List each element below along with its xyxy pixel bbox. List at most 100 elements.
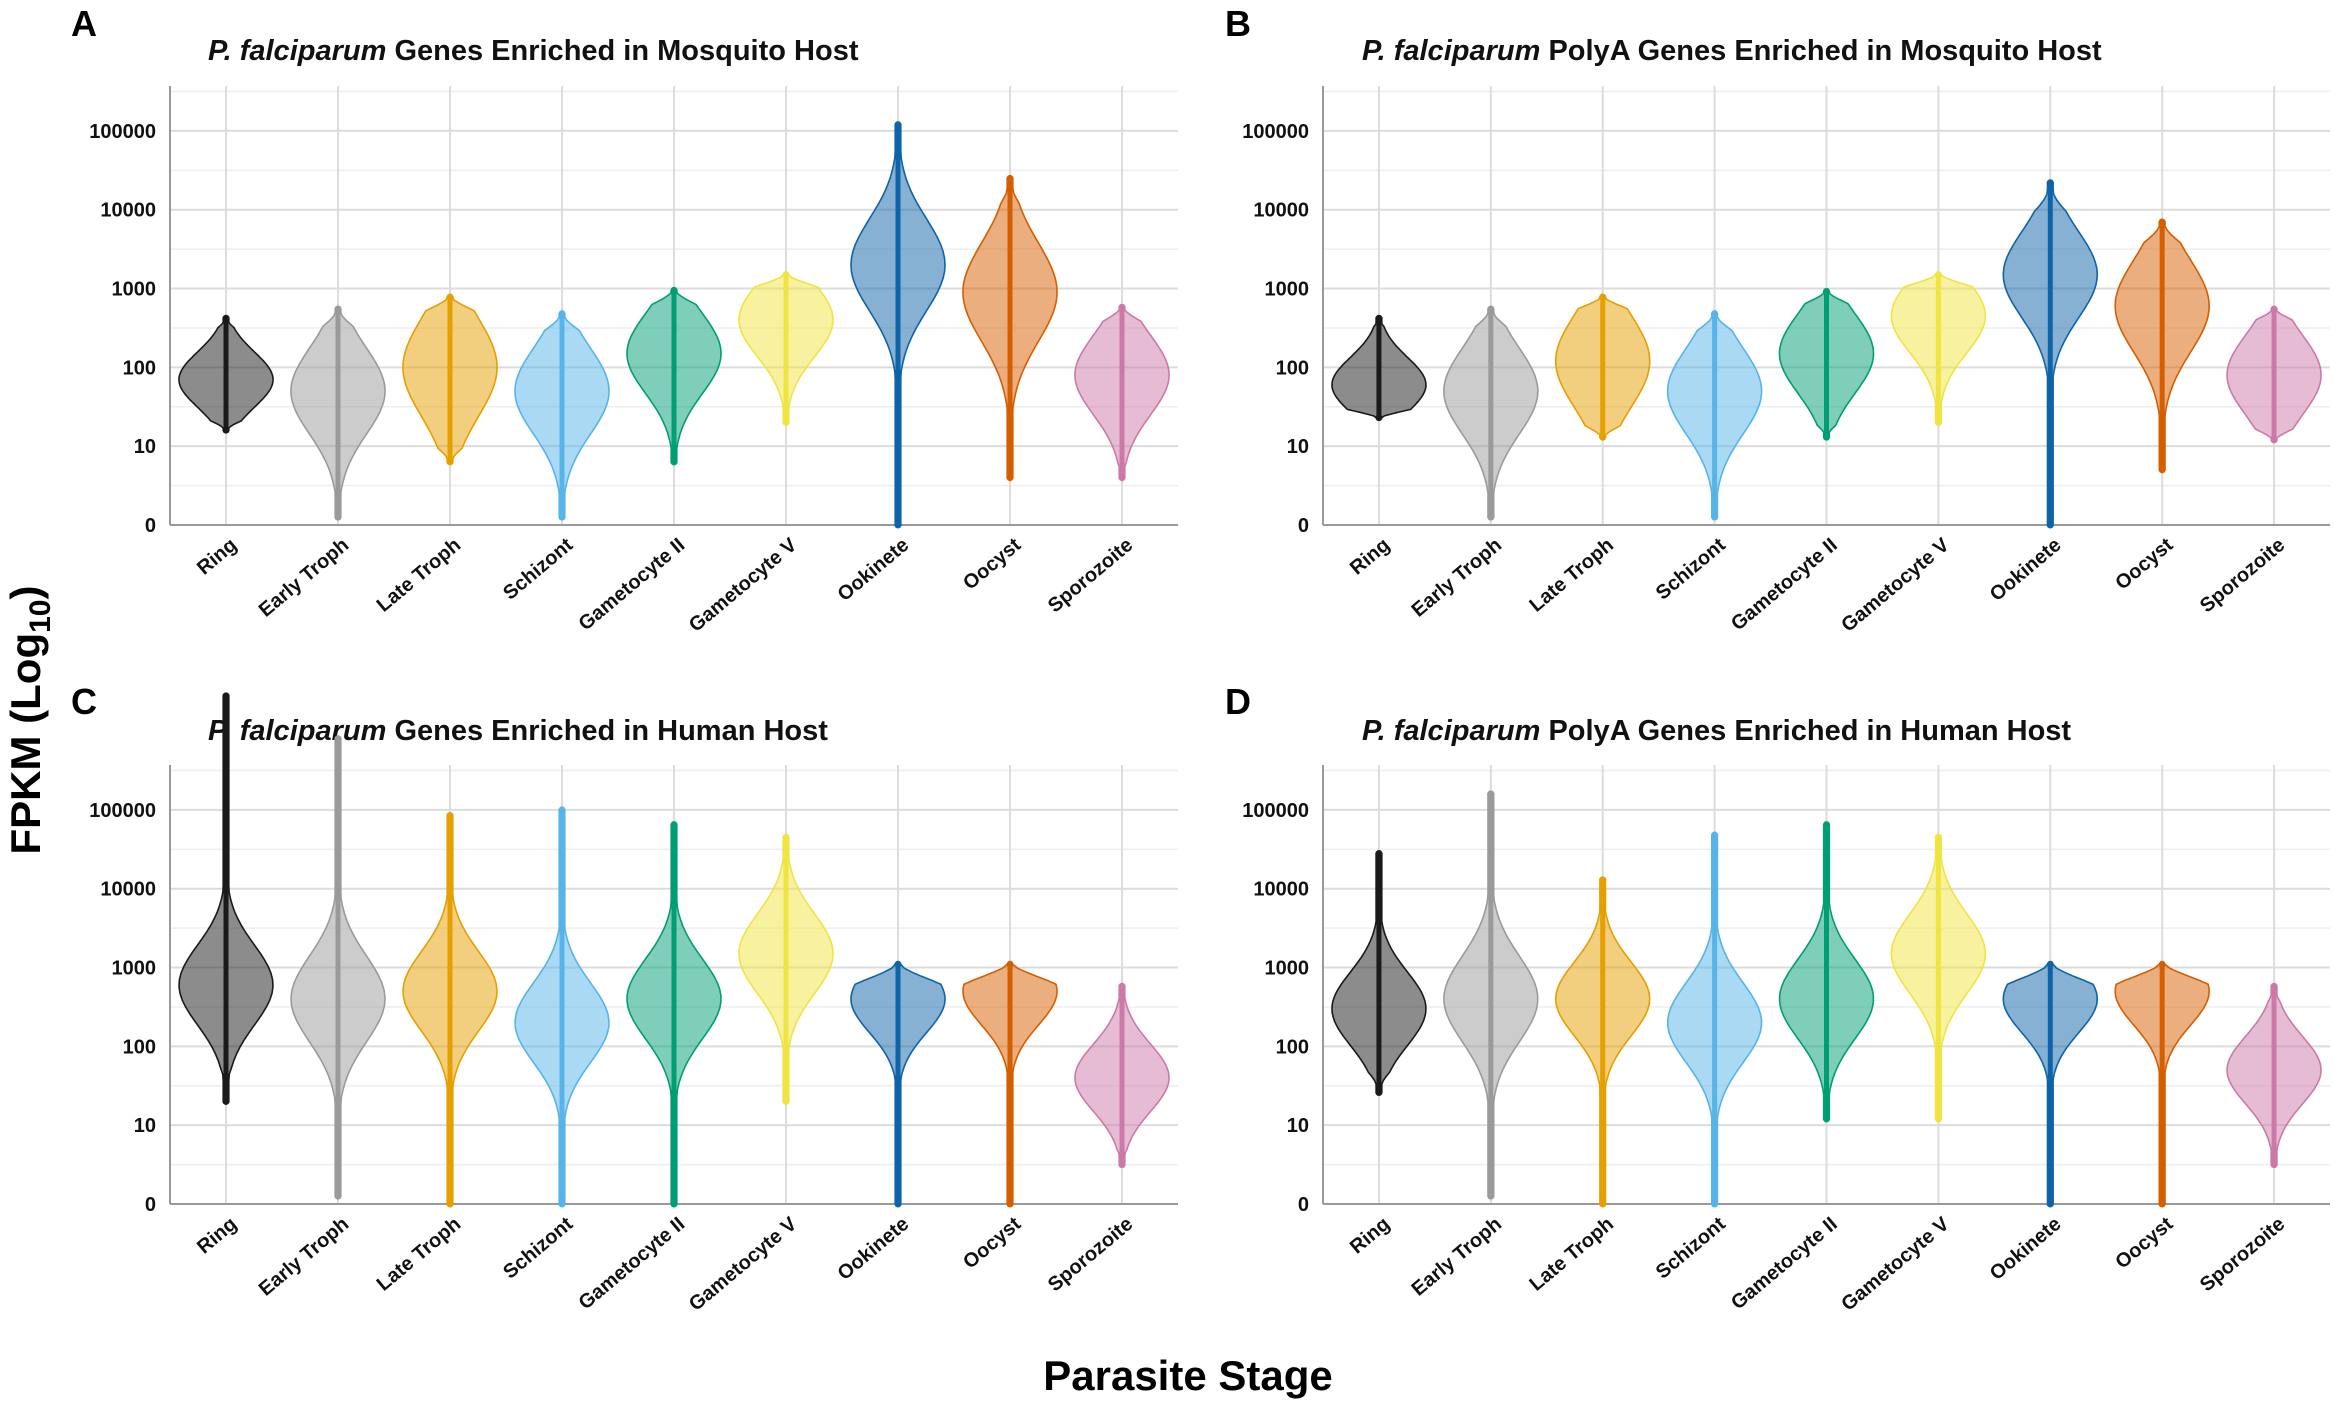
x-tick-label: Schizont xyxy=(499,1213,577,1284)
min-point-gametocyte-v xyxy=(782,418,790,426)
max-point-ookinete xyxy=(2046,179,2054,187)
y-tick-label: 100000 xyxy=(89,800,156,822)
y-tick-label: 100000 xyxy=(1242,800,1309,822)
max-point-ookinete xyxy=(894,121,902,129)
min-point-sporozoite xyxy=(2270,1161,2278,1169)
min-point-early-troph xyxy=(334,1192,342,1200)
min-point-sporozoite xyxy=(2270,436,2278,444)
x-tick-label: Gametocyte II xyxy=(1727,534,1842,635)
y-tick-label: 100 xyxy=(1276,1036,1309,1058)
x-tick-label: Oocyst xyxy=(2111,1213,2177,1274)
y-axis-label-end: ) xyxy=(2,586,49,600)
y-tick-label: 1000 xyxy=(1265,279,1310,301)
max-point-sporozoite xyxy=(1118,982,1126,990)
y-tick-label: 0 xyxy=(1298,515,1309,537)
min-point-late-troph xyxy=(1599,1200,1607,1208)
y-tick-label: 1000 xyxy=(1265,958,1310,980)
min-point-early-troph xyxy=(1487,1192,1495,1200)
x-tick-label: Ookinete xyxy=(1986,534,2066,606)
max-point-ookinete xyxy=(2046,960,2054,968)
panel-letter: C xyxy=(71,681,97,722)
y-tick-label: 10000 xyxy=(1253,879,1309,901)
panel-a: A P. falciparum Genes Enriched in Mosquit… xyxy=(71,3,1178,637)
panel-c: C P. falciparum Genes Enriched in Human H… xyxy=(71,681,1178,1316)
min-point-schizont xyxy=(558,513,566,521)
x-tick-label: Oocyst xyxy=(2111,534,2177,595)
title-text: Genes Enriched in Mosquito Host xyxy=(386,35,858,67)
max-point-early-troph xyxy=(334,735,342,743)
x-tick-label: Ookinete xyxy=(1986,1213,2066,1285)
max-point-sporozoite xyxy=(2270,305,2278,313)
x-tick-label: Oocyst xyxy=(959,1213,1025,1274)
min-point-late-troph xyxy=(1599,433,1607,441)
max-point-gametocyte-ii xyxy=(670,821,678,829)
min-point-ring xyxy=(1375,1088,1383,1096)
x-tick-label: Late Troph xyxy=(1525,534,1617,617)
min-point-early-troph xyxy=(334,513,342,521)
y-tick-label: 100000 xyxy=(89,121,156,143)
x-tick-label: Early Troph xyxy=(1408,534,1506,622)
panel-letter: B xyxy=(1225,3,1251,44)
panel-title: P. falciparum Genes Enriched in Mosquito… xyxy=(208,35,859,67)
max-point-oocyst xyxy=(2158,218,2166,226)
max-point-schizont xyxy=(1711,310,1719,318)
max-point-early-troph xyxy=(1487,790,1495,798)
min-point-gametocyte-ii xyxy=(1823,433,1830,441)
min-point-gametocyte-v xyxy=(1934,418,1942,426)
min-point-late-troph xyxy=(446,458,454,466)
panel-title: P. falciparum PolyA Genes Enriched in Hu… xyxy=(1362,715,2071,747)
max-point-gametocyte-v xyxy=(782,271,790,279)
max-point-late-troph xyxy=(446,811,454,819)
y-tick-label: 10000 xyxy=(100,200,156,222)
max-point-gametocyte-ii xyxy=(670,286,678,294)
max-point-ookinete xyxy=(894,960,902,968)
max-point-ring xyxy=(222,314,230,322)
min-point-oocyst xyxy=(1006,1200,1014,1208)
title-species: P. falciparum xyxy=(208,35,386,67)
x-tick-label: Gametocyte V xyxy=(685,1213,802,1316)
x-tick-label: Late Troph xyxy=(373,1213,465,1296)
max-point-oocyst xyxy=(2158,960,2166,968)
max-point-late-troph xyxy=(1599,293,1607,301)
min-point-schizont xyxy=(558,1200,566,1208)
min-point-early-troph xyxy=(1487,513,1495,521)
panel-title: P. falciparum PolyA Genes Enriched in Mo… xyxy=(1362,35,2102,67)
y-tick-label: 10 xyxy=(134,436,156,458)
min-point-gametocyte-ii xyxy=(670,458,678,466)
y-tick-label: 10000 xyxy=(1253,200,1309,222)
min-point-oocyst xyxy=(2158,466,2166,474)
max-point-ring xyxy=(222,692,230,700)
max-point-gametocyte-ii xyxy=(1823,287,1830,295)
x-tick-label: Ring xyxy=(1346,1213,1394,1258)
y-tick-label: 0 xyxy=(145,515,156,537)
min-point-gametocyte-v xyxy=(1934,1115,1942,1123)
x-axis-label: Parasite Stage xyxy=(1043,1352,1333,1399)
x-tick-label: Gametocyte V xyxy=(685,534,802,637)
min-point-late-troph xyxy=(446,1200,454,1208)
y-axis-label: FPKM (Log10) xyxy=(2,586,57,855)
min-point-ring xyxy=(222,426,230,434)
max-point-oocyst xyxy=(1006,960,1014,968)
min-point-schizont xyxy=(1711,513,1719,521)
y-tick-label: 100 xyxy=(1276,357,1309,379)
panel-b: B P. falciparum PolyA Genes Enriched in M… xyxy=(1225,3,2330,637)
x-tick-label: Late Troph xyxy=(373,534,465,617)
x-tick-label: Early Troph xyxy=(255,534,353,622)
x-tick-label: Ookinete xyxy=(834,534,914,606)
max-point-ring xyxy=(1375,849,1383,857)
title-text: PolyA Genes Enriched in Mosquito Host xyxy=(1540,35,2102,67)
max-point-late-troph xyxy=(1599,876,1607,884)
x-tick-label: Sporozoite xyxy=(2196,534,2289,617)
panel-d: D P. falciparum PolyA Genes Enriched in H… xyxy=(1225,681,2330,1316)
max-point-gametocyte-v xyxy=(1934,271,1942,279)
max-point-gametocyte-ii xyxy=(1823,821,1830,829)
max-point-late-troph xyxy=(446,293,454,301)
x-tick-label: Sporozoite xyxy=(1044,534,1137,617)
min-point-oocyst xyxy=(1006,474,1014,482)
panel-letter: D xyxy=(1225,681,1251,722)
title-species: P. falciparum xyxy=(208,715,386,747)
y-tick-label: 100 xyxy=(123,357,156,379)
x-tick-label: Oocyst xyxy=(959,534,1025,595)
min-point-ring xyxy=(222,1097,230,1105)
min-point-gametocyte-v xyxy=(782,1097,790,1105)
